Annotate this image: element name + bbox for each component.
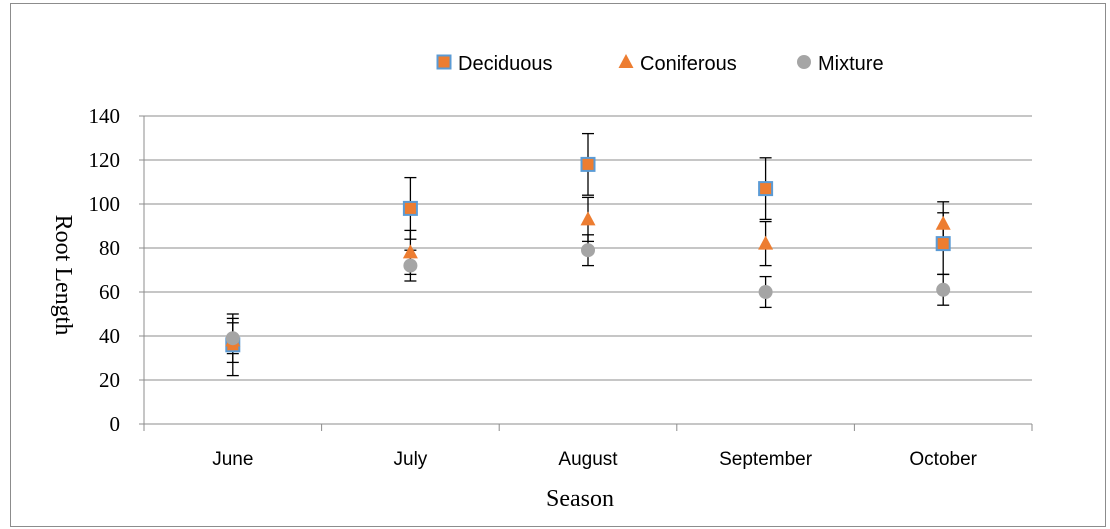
y-tick-label: 20 bbox=[99, 368, 120, 392]
y-tick-labels: 0 20 40 60 80 100 120 140 bbox=[89, 104, 121, 436]
x-tick-label: September bbox=[719, 449, 813, 470]
chart-frame bbox=[10, 3, 1106, 527]
coniferous-point bbox=[758, 235, 774, 250]
legend-item-mixture: Mixture bbox=[797, 53, 884, 75]
legend-marker-deciduous bbox=[436, 54, 452, 70]
y-tick-label: 80 bbox=[99, 236, 120, 260]
legend: Deciduous Coniferous Mixture bbox=[436, 53, 884, 75]
coniferous-point bbox=[580, 211, 596, 226]
legend-item-coniferous: Coniferous bbox=[618, 53, 737, 75]
mixture-point bbox=[581, 243, 595, 258]
y-tick-label: 40 bbox=[99, 324, 120, 348]
legend-item-deciduous: Deciduous bbox=[436, 53, 553, 75]
error-bars bbox=[226, 132, 950, 377]
legend-label-deciduous: Deciduous bbox=[458, 53, 553, 75]
legend-label-coniferous: Coniferous bbox=[640, 53, 737, 75]
legend-marker-coniferous bbox=[618, 54, 634, 68]
deciduous-point bbox=[402, 200, 418, 216]
x-tick-label: July bbox=[394, 449, 428, 470]
coniferous-point bbox=[402, 244, 418, 259]
axes bbox=[139, 115, 1033, 431]
y-tick-label: 140 bbox=[89, 104, 121, 128]
y-tick-label: 120 bbox=[89, 148, 121, 172]
deciduous-point bbox=[935, 236, 951, 252]
x-tick-labels: June July August September October bbox=[212, 449, 977, 470]
y-tick-label: 100 bbox=[89, 192, 121, 216]
mixture-point bbox=[403, 258, 418, 273]
legend-label-mixture: Mixture bbox=[818, 53, 884, 75]
coniferous-point bbox=[935, 215, 951, 230]
y-tick-label: 0 bbox=[110, 412, 121, 436]
x-tick-label: October bbox=[909, 449, 977, 470]
mixture-point bbox=[225, 331, 240, 346]
x-axis-title: Season bbox=[546, 486, 614, 512]
deciduous-point bbox=[758, 181, 774, 197]
data-points bbox=[225, 156, 951, 353]
y-axis-title: Root Length bbox=[50, 215, 76, 336]
legend-marker-mixture bbox=[797, 55, 811, 69]
x-tick-label: June bbox=[212, 449, 253, 470]
mixture-point bbox=[936, 282, 951, 297]
y-tick-label: 60 bbox=[99, 280, 120, 304]
mixture-point bbox=[758, 285, 773, 299]
x-tick-label: August bbox=[558, 449, 618, 470]
deciduous-point bbox=[580, 156, 596, 172]
